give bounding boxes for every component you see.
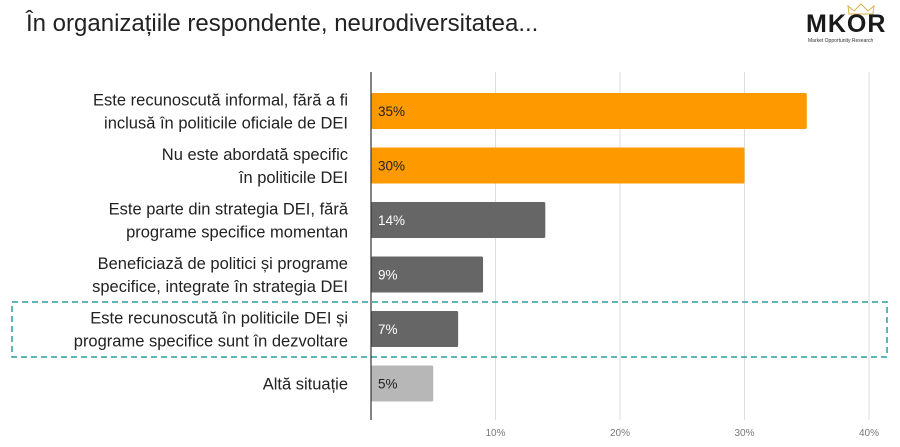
data-label: 9% (378, 268, 398, 283)
category-label: Beneficiază de politici și programe (98, 255, 348, 273)
category-label: programe specifice sunt în dezvoltare (74, 333, 348, 351)
category-label: Este parte din strategia DEI, fără (109, 201, 349, 219)
bar (371, 256, 484, 293)
x-tick-label: 30% (734, 428, 754, 439)
x-tick-label: 40% (859, 428, 879, 439)
logo-tagline: Market Opportunity Research (808, 38, 874, 44)
category-label: Este recunoscută informal, fără a fi (93, 92, 348, 110)
bar (371, 93, 807, 129)
bar (371, 202, 546, 238)
category-label: inclusă în politicile oficiale de DEI (104, 115, 348, 133)
bar (371, 147, 745, 184)
data-label: 35% (378, 104, 405, 119)
mkor-logo: MKOR Market Opportunity Research (806, 3, 892, 46)
category-label: programe specifice momentan (126, 224, 348, 242)
page-title: În organizațiile respondente, neurodiver… (26, 10, 539, 37)
crown-icon (847, 3, 875, 15)
category-label: Nu este abordată specific (162, 146, 348, 164)
data-label: 5% (378, 377, 398, 392)
category-label: Altă situație (263, 376, 348, 394)
logo-text: MKOR (806, 10, 887, 38)
data-label: 30% (378, 159, 405, 174)
data-label: 14% (378, 213, 405, 228)
category-label: în politicile DEI (238, 169, 348, 187)
highlight-box (11, 301, 888, 358)
x-tick-label: 10% (485, 428, 505, 439)
category-label: Este recunoscută în politicile DEI și (90, 310, 348, 328)
x-tick-label: 20% (610, 428, 630, 439)
bar (371, 311, 459, 347)
data-label: 7% (378, 322, 398, 337)
category-label: specifice, integrate în strategia DEI (92, 278, 348, 296)
bar (371, 365, 434, 402)
